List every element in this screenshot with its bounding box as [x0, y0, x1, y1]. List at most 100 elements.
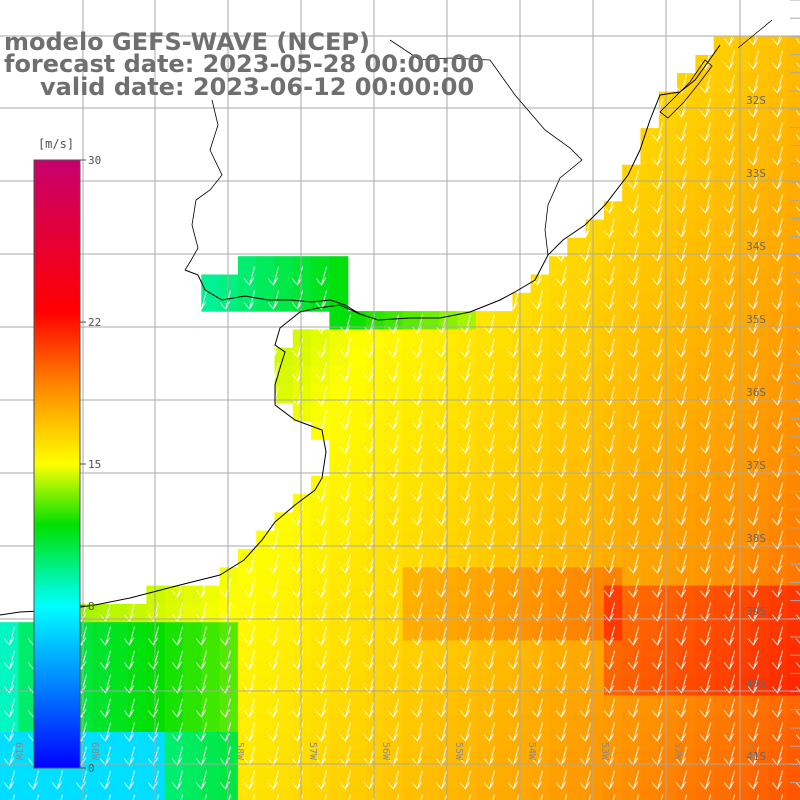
- wind-arrow: [604, 770, 615, 790]
- wind-speed-cell: [366, 713, 385, 733]
- wind-speed-cell: [219, 713, 239, 733]
- wind-speed-cell: [677, 384, 696, 404]
- wind-arrow: [604, 242, 615, 262]
- wind-arrow: [396, 794, 399, 800]
- wind-speed-cell: [768, 109, 788, 129]
- wind-arrow: [580, 242, 591, 262]
- wind-speed-cell: [768, 732, 788, 751]
- wind-arrow: [420, 794, 423, 800]
- wind-speed-cell: [494, 311, 513, 330]
- wind-speed-cell: [274, 347, 294, 367]
- lagoon-outline: [659, 59, 713, 119]
- wind-speed-cell: [347, 366, 367, 385]
- wind-arrow: [796, 86, 800, 92]
- wind-speed-cell: [128, 732, 147, 751]
- wind-speed-cell: [567, 274, 587, 294]
- wind-speed-cell: [786, 201, 800, 221]
- wind-speed-cell: [311, 768, 330, 788]
- wind-speed-cell: [237, 622, 257, 642]
- wind-speed-cell: [494, 512, 513, 532]
- wind-speed-cell: [640, 732, 660, 751]
- wind-arrow: [652, 722, 663, 742]
- wind-speed-cell: [512, 549, 532, 568]
- wind-arrow: [100, 698, 111, 718]
- wind-arrow: [748, 362, 759, 382]
- wind-speed-cell: [402, 713, 422, 733]
- wind-arrow: [676, 290, 687, 310]
- wind-arrow: [12, 794, 15, 800]
- wind-speed-cell: [274, 585, 294, 605]
- wind-speed-cell: [183, 677, 202, 696]
- wind-speed-cell: [768, 439, 788, 459]
- wind-speed-cell: [677, 603, 696, 623]
- wind-speed-cell: [256, 603, 276, 623]
- wind-arrow: [124, 626, 135, 646]
- wind-speed-cell: [384, 713, 404, 733]
- wind-speed-cell: [494, 366, 513, 385]
- wind-arrow: [604, 266, 615, 286]
- wind-speed-cell: [402, 457, 422, 477]
- wind-arrow: [340, 698, 351, 718]
- wind-speed-cell: [549, 329, 568, 349]
- wind-speed-cell: [256, 658, 276, 678]
- wind-arrow: [748, 146, 759, 166]
- wind-speed-cell: [457, 475, 477, 495]
- wind-arrow: [676, 698, 687, 718]
- wind-speed-cell: [786, 603, 800, 623]
- wind-speed-cell: [256, 695, 276, 715]
- wind-speed-cell: [658, 530, 678, 550]
- wind-arrow: [628, 770, 639, 790]
- wind-speed-cell: [18, 640, 38, 660]
- wind-speed-cell: [201, 677, 221, 696]
- wind-arrow: [100, 626, 111, 646]
- wind-arrow: [268, 554, 279, 574]
- wind-arrow: [796, 758, 800, 764]
- wind-speed-cell: [603, 402, 623, 422]
- wind-speed-cell: [695, 164, 715, 184]
- wind-speed-cell: [732, 347, 751, 367]
- wind-speed-cell: [585, 585, 605, 605]
- wind-speed-cell: [329, 786, 349, 800]
- wind-arrow: [700, 194, 711, 214]
- wind-speed-cell: [640, 201, 660, 221]
- wind-speed-cell: [292, 366, 312, 385]
- wind-speed-cell: [786, 109, 800, 129]
- wind-speed-cell: [768, 549, 788, 568]
- wind-speed-cell: [713, 640, 733, 660]
- wind-arrow: [700, 314, 711, 334]
- wind-speed-cell: [549, 402, 568, 422]
- wind-speed-cell: [530, 420, 550, 440]
- wind-arrow: [556, 362, 567, 382]
- wind-arrow: [676, 602, 687, 622]
- wind-arrow: [748, 746, 759, 766]
- wind-speed-cell: [91, 713, 111, 733]
- wind-arrow: [268, 362, 279, 382]
- wind-arrow: [748, 50, 759, 70]
- wind-speed-cell: [420, 366, 440, 385]
- longitude-label: 61W: [13, 742, 24, 761]
- wind-arrow: [748, 698, 759, 718]
- wind-speed-cell: [768, 164, 788, 184]
- wind-speed-cell: [201, 585, 221, 605]
- wind-arrow: [460, 626, 471, 646]
- wind-arrow: [532, 770, 543, 790]
- wind-arrow: [652, 674, 663, 694]
- wind-speed-cell: [109, 603, 129, 623]
- wind-speed-cell: [347, 695, 367, 715]
- wind-arrow: [556, 698, 567, 718]
- wind-speed-cell: [750, 311, 770, 330]
- wind-arrow: [36, 794, 39, 800]
- wind-speed-cell: [622, 750, 642, 770]
- wind-speed-cell: [457, 384, 477, 404]
- wind-arrow: [484, 722, 495, 742]
- wind-arrow: [676, 554, 687, 574]
- wind-arrow: [460, 554, 471, 574]
- wind-arrow: [748, 482, 759, 502]
- wind-speed-cell: [695, 640, 715, 660]
- wind-arrow: [268, 770, 279, 790]
- wind-speed-cell: [329, 549, 349, 568]
- wind-arrow: [340, 650, 351, 670]
- wind-speed-cell: [750, 622, 770, 642]
- wind-arrow: [484, 698, 495, 718]
